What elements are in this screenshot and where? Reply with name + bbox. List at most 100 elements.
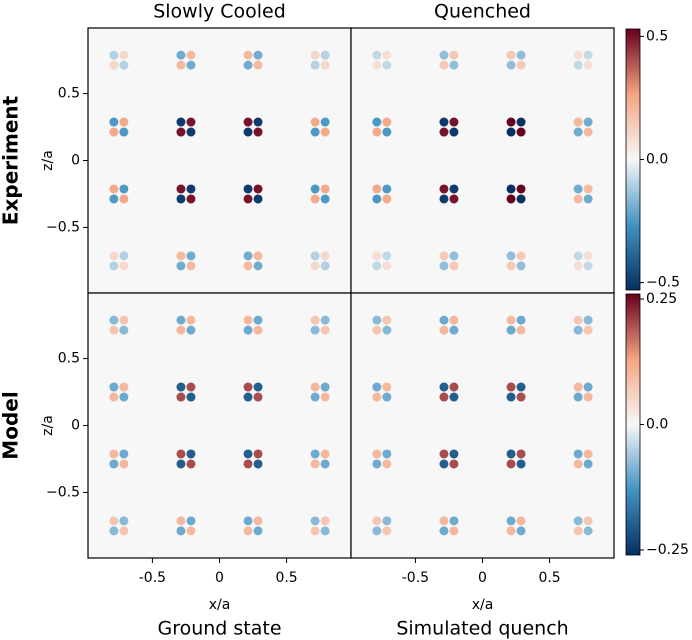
spot-lobe: [372, 127, 382, 137]
heatmap-spot: [573, 117, 593, 137]
spot-lobe: [449, 325, 459, 335]
spot-lobe: [439, 325, 449, 335]
spot-lobe: [310, 50, 320, 60]
y-axis-label: z/a: [40, 150, 56, 171]
heatmap-spot: [176, 315, 196, 335]
heatmap-spot: [176, 117, 196, 137]
x-tick-label: -0.5: [402, 570, 429, 586]
spot-lobe: [573, 392, 583, 402]
spot-lobe: [382, 325, 392, 335]
spot-lobe: [583, 261, 593, 271]
spot-lobe: [320, 516, 330, 526]
spot-lobe: [109, 251, 119, 261]
spot-lobe: [439, 516, 449, 526]
spot-lobe: [176, 50, 186, 60]
spot-lobe: [320, 50, 330, 60]
spot-lobe: [583, 117, 593, 127]
spot-lobe: [372, 251, 382, 261]
heatmap-spot: [310, 516, 330, 536]
spot-lobe: [243, 50, 253, 60]
colorbar-tick-label: 0.0: [646, 152, 668, 168]
spot-lobe: [449, 449, 459, 459]
heatmap-spot: [243, 449, 263, 469]
colorbar-tick-label: 0.0: [646, 417, 668, 433]
colorbar-tick-label: 0.25: [646, 291, 677, 307]
spot-lobe: [382, 382, 392, 392]
spot-lobe: [310, 382, 320, 392]
x-tick-label: 0: [478, 570, 487, 586]
heatmap-spot: [310, 117, 330, 137]
spot-lobe: [310, 315, 320, 325]
heatmap-spot: [439, 50, 459, 70]
spot-lobe: [449, 315, 459, 325]
colorbar-tick-label: −0.5: [646, 275, 680, 291]
heatmap-spot: [372, 251, 392, 271]
spot-lobe: [516, 194, 526, 204]
spot-lobe: [449, 459, 459, 469]
panel-background: [351, 28, 614, 293]
y-tick-label: 0.5: [58, 351, 80, 367]
spot-lobe: [516, 459, 526, 469]
heatmap-spot: [243, 516, 263, 536]
spot-lobe: [583, 251, 593, 261]
spot-lobe: [119, 449, 129, 459]
spot-lobe: [449, 60, 459, 70]
heatmap-spot: [506, 449, 526, 469]
spot-lobe: [449, 184, 459, 194]
spot-lobe: [506, 516, 516, 526]
heatmap-spot: [439, 382, 459, 402]
spot-lobe: [439, 60, 449, 70]
spot-lobe: [310, 459, 320, 469]
spot-lobe: [186, 184, 196, 194]
spot-lobe: [573, 516, 583, 526]
spot-lobe: [439, 459, 449, 469]
heatmap-spot: [109, 117, 129, 137]
spot-lobe: [516, 127, 526, 137]
spot-lobe: [176, 315, 186, 325]
spot-lobe: [506, 325, 516, 335]
spot-lobe: [439, 184, 449, 194]
spot-lobe: [449, 382, 459, 392]
spot-lobe: [186, 325, 196, 335]
spot-lobe: [119, 516, 129, 526]
spot-lobe: [109, 392, 119, 402]
spot-lobe: [109, 127, 119, 137]
panel-title: Slowly Cooled: [153, 1, 286, 23]
colorbar-tick-label: 0.5: [646, 28, 668, 44]
spot-lobe: [320, 526, 330, 536]
spot-lobe: [320, 459, 330, 469]
spot-lobe: [372, 184, 382, 194]
heatmap-spot: [573, 516, 593, 536]
spot-lobe: [320, 382, 330, 392]
colorbar: [625, 28, 641, 291]
spot-lobe: [243, 315, 253, 325]
spot-lobe: [176, 516, 186, 526]
spot-lobe: [573, 449, 583, 459]
spot-lobe: [119, 459, 129, 469]
spot-lobe: [176, 127, 186, 137]
spot-lobe: [382, 449, 392, 459]
spot-lobe: [109, 459, 119, 469]
spot-lobe: [382, 516, 392, 526]
spot-lobe: [320, 251, 330, 261]
heatmap-spot: [109, 449, 129, 469]
heatmap-spot: [176, 251, 196, 271]
panel-background: [88, 293, 351, 558]
spot-lobe: [449, 261, 459, 271]
x-axis-label: x/a: [472, 597, 494, 613]
spot-lobe: [382, 392, 392, 402]
spot-lobe: [253, 251, 263, 261]
spot-lobe: [186, 392, 196, 402]
spot-lobe: [382, 127, 392, 137]
spot-lobe: [439, 449, 449, 459]
spot-lobe: [186, 459, 196, 469]
heatmap-spot: [439, 251, 459, 271]
spot-lobe: [109, 516, 119, 526]
heatmap-spot: [176, 184, 196, 204]
heatmap-spot: [310, 184, 330, 204]
spot-lobe: [583, 516, 593, 526]
spot-lobe: [320, 127, 330, 137]
spot-lobe: [310, 526, 320, 536]
spot-lobe: [186, 127, 196, 137]
y-tick-label: 0.5: [58, 86, 80, 102]
